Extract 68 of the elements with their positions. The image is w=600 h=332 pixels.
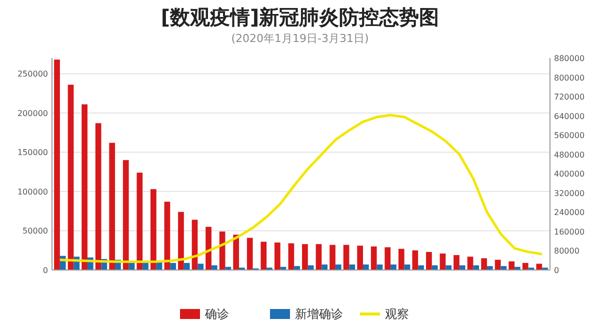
y2-tick-label: 240000: [554, 208, 585, 218]
bar: [362, 264, 369, 270]
bar: [481, 258, 487, 270]
bar: [164, 202, 170, 270]
bar: [54, 60, 60, 270]
bar: [343, 244, 350, 270]
y2-tick-label: 160000: [554, 227, 585, 236]
bar: [288, 243, 294, 270]
bar: [150, 189, 156, 270]
bar: [206, 226, 212, 270]
y2-tick-label: 640000: [554, 112, 585, 121]
bar: [322, 264, 328, 270]
legend-label: 观察: [385, 307, 409, 321]
bar: [335, 264, 342, 270]
y2-tick-label: 0: [554, 266, 560, 275]
bar: [122, 160, 129, 270]
y2-tick-label: 720000: [554, 92, 585, 102]
y-tick-label: 150000: [17, 148, 48, 158]
bar: [95, 123, 102, 270]
bar: [316, 244, 322, 270]
legend-label: 新增确诊: [295, 307, 343, 321]
bar: [260, 242, 267, 270]
bar: [384, 247, 391, 270]
bar: [184, 262, 190, 270]
y-tick-label: 250000: [17, 70, 48, 79]
y2-tick-label: 880000: [554, 54, 585, 63]
bar: [170, 262, 176, 270]
bar: [198, 264, 204, 270]
bar: [330, 244, 336, 270]
bar: [294, 266, 300, 270]
y2-tick-label: 320000: [554, 188, 585, 198]
legend-label: 确诊: [204, 307, 229, 321]
bar: [467, 256, 474, 270]
bar: [302, 244, 308, 270]
bar: [349, 264, 356, 270]
bar: [233, 234, 240, 270]
bar: [68, 84, 74, 270]
y-tick-label: 100000: [17, 187, 48, 196]
bar: [426, 252, 432, 270]
bar: [390, 264, 396, 270]
bar: [398, 248, 404, 270]
bar: [82, 104, 88, 270]
bar: [412, 250, 418, 270]
y2-tick-label: 80000: [554, 246, 580, 256]
chart-subtitle: (2020年1月19日-3月31日): [231, 32, 369, 45]
bar: [536, 264, 542, 270]
bar: [274, 242, 280, 270]
bar: [178, 212, 184, 270]
y2-tick-label: 480000: [554, 150, 585, 160]
y2-tick-label: 560000: [554, 131, 585, 140]
bar: [494, 260, 501, 270]
y-tick-label: 200000: [17, 108, 48, 118]
bar: [136, 172, 143, 270]
bar: [454, 255, 460, 270]
bar: [370, 246, 377, 270]
bar: [486, 266, 493, 270]
y2-tick-label: 800000: [554, 73, 585, 82]
line-series: [58, 114, 544, 264]
chart-title: [数观疫情]新冠肺炎防控态势图: [160, 5, 440, 29]
bar: [522, 262, 528, 270]
bar: [357, 246, 363, 270]
y2-tick-label: 400000: [554, 170, 585, 179]
bar: [508, 261, 515, 270]
bar: [440, 254, 446, 270]
y-tick-label: 50000: [22, 226, 48, 236]
bar: [109, 142, 116, 270]
bar: [246, 238, 253, 270]
y-tick-label: 0: [42, 266, 48, 275]
